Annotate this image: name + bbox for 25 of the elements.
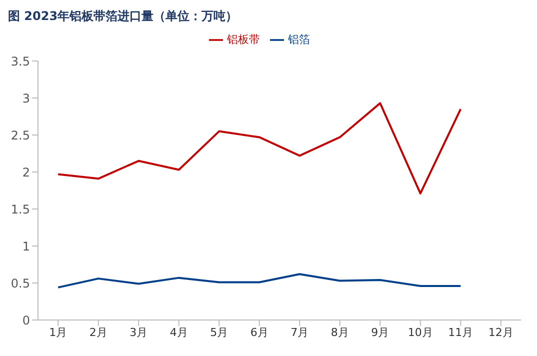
x-tick-label: 7月 [290, 326, 309, 339]
x-tick-label: 9月 [371, 326, 390, 339]
x-tick-label: 8月 [330, 326, 349, 339]
line-series [57, 273, 462, 288]
y-tick-label: 1 [22, 239, 30, 254]
x-tick-label: 6月 [250, 326, 268, 339]
x-tick-label: 1月 [49, 326, 68, 339]
x-tick-label: 12月 [488, 326, 514, 339]
x-tick-label: 11月 [448, 326, 474, 339]
y-tick-label: 0 [22, 313, 30, 328]
legend-label: 铝箔 [288, 33, 310, 46]
y-tick-label: 2.5 [10, 128, 30, 142]
x-tick-label: 3月 [130, 326, 148, 339]
y-tick-label: 1.5 [10, 202, 30, 216]
x-tick-label: 2月 [89, 326, 108, 339]
chart-title: 图 2023年铝板带箔进口量（单位：万吨） [8, 8, 239, 25]
y-tick-label: 3 [22, 91, 30, 106]
x-tick-label: 10月 [408, 326, 433, 339]
y-tick-label: 2 [22, 165, 30, 180]
legend-label: 铝板带 [227, 33, 260, 46]
x-tick-label: 4月 [170, 326, 188, 339]
x-tick-label: 5月 [210, 326, 228, 339]
y-tick-label: 0.5 [10, 276, 30, 290]
line-series [57, 102, 462, 194]
y-tick-label: 3.5 [10, 54, 30, 68]
